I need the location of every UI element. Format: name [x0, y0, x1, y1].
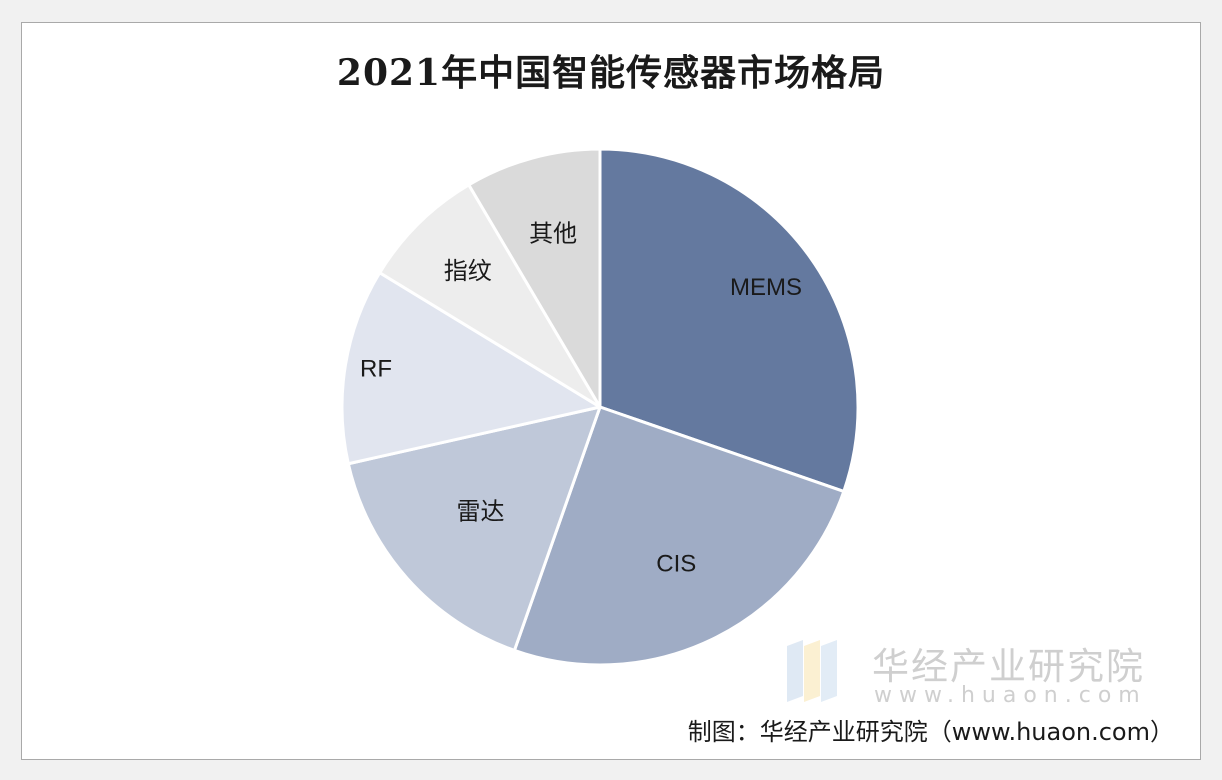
watermark-url: www.huaon.com	[874, 683, 1147, 708]
chart-title: 2021年中国智能传感器市场格局	[336, 52, 886, 94]
pie-slice-1	[598, 147, 860, 493]
pie-slice-3	[346, 405, 602, 652]
slice-label-1: MEMS	[730, 274, 802, 301]
pie-slice-4	[340, 271, 602, 466]
slice-label-3: 雷达	[457, 499, 505, 526]
slice-label-6: 其他	[529, 221, 577, 248]
pie-slices	[340, 147, 860, 667]
pie-slice-5	[378, 183, 602, 409]
slice-label-5: 指纹	[444, 258, 492, 285]
pie-labels: MEMS CIS 雷达 RF 指纹 其他	[360, 221, 802, 578]
slice-label-2: CIS	[656, 550, 696, 577]
watermark-name: 华经产业研究院	[872, 645, 1145, 688]
pie-slice-6	[467, 147, 602, 409]
source-note: 制图：华经产业研究院（www.huaon.com）	[687, 718, 1174, 746]
slice-label-4: RF	[360, 356, 392, 383]
pie-slice-2	[512, 405, 846, 667]
huaon-logo-icon	[787, 640, 837, 702]
